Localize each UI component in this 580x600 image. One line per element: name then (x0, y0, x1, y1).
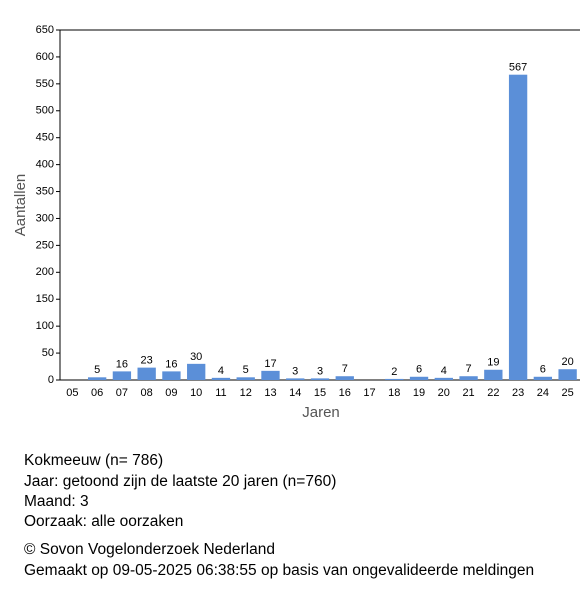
x-tick-label: 12 (240, 387, 252, 399)
bar (310, 378, 330, 380)
data-label: 16 (116, 358, 128, 370)
y-tick-label: 400 (36, 159, 54, 171)
data-label: 19 (487, 357, 499, 369)
y-tick-label: 550 (36, 78, 54, 90)
data-label: 3 (317, 365, 323, 377)
x-tick-label: 25 (561, 387, 573, 399)
x-tick-label: 20 (438, 387, 450, 399)
y-tick-label: 50 (42, 347, 54, 359)
bar (236, 377, 255, 380)
x-tick-label: 16 (339, 387, 351, 399)
y-tick-label: 500 (36, 105, 54, 117)
x-tick-label: 05 (66, 387, 78, 399)
y-tick-label: 100 (36, 320, 54, 332)
data-label: 567 (509, 62, 527, 74)
bar (137, 367, 156, 380)
bar (87, 377, 107, 380)
data-label: 4 (218, 365, 224, 377)
bar (187, 363, 206, 380)
footer-line: Maand: 3 (24, 493, 89, 510)
y-tick-label: 650 (36, 24, 54, 36)
bar (508, 74, 528, 380)
x-tick-label: 14 (289, 387, 301, 399)
x-tick-label: 08 (141, 387, 153, 399)
bar (459, 376, 478, 380)
y-tick-label: 200 (36, 266, 54, 278)
data-label: 20 (561, 356, 573, 368)
data-label: 5 (94, 364, 100, 376)
data-label: 5 (243, 364, 249, 376)
data-label: 3 (292, 365, 298, 377)
data-label: 4 (441, 365, 447, 377)
bar (335, 376, 354, 380)
x-tick-label: 13 (264, 387, 276, 399)
x-tick-label: 22 (487, 387, 499, 399)
x-tick-label: 24 (537, 387, 549, 399)
x-tick-label: 07 (116, 387, 128, 399)
bar (484, 369, 503, 380)
y-axis-title: Aantallen (12, 174, 29, 237)
y-tick-label: 450 (36, 132, 54, 144)
bar (434, 377, 453, 380)
chart: Jaren Aantallen 050100150200250300350400… (12, 24, 580, 421)
bar (409, 376, 429, 380)
bar (533, 376, 553, 380)
bar (162, 371, 181, 380)
x-axis-title: Jaren (302, 404, 340, 421)
x-tick-label: 17 (363, 387, 375, 399)
data-label: 6 (416, 364, 422, 376)
footer-line: Kokmeeuw (n= 786) (24, 452, 164, 469)
x-tick-label: 10 (190, 387, 202, 399)
data-label: 6 (540, 364, 546, 376)
footer-line: Oorzaak: alle oorzaken (24, 513, 184, 530)
x-tick-label: 06 (91, 387, 103, 399)
y-tick-label: 150 (36, 293, 54, 305)
bar (558, 369, 577, 380)
footer-line: Gemaakt op 09-05-2025 06:38:55 op basis … (24, 562, 535, 579)
data-label: 23 (141, 355, 153, 367)
y-tick-label: 600 (36, 51, 54, 63)
bar (261, 370, 280, 380)
data-label: 16 (165, 358, 177, 370)
x-tick-label: 23 (512, 387, 524, 399)
x-tick-label: 11 (215, 387, 226, 399)
y-tick-label: 250 (36, 239, 54, 251)
footer-line: Jaar: getoond zijn de laatste 20 jaren (… (24, 473, 337, 490)
data-label: 7 (342, 363, 348, 375)
bar (286, 378, 305, 380)
bar (385, 378, 404, 380)
data-label: 2 (391, 366, 397, 378)
x-tick-label: 18 (388, 387, 400, 399)
data-label: 17 (264, 358, 276, 370)
bar (211, 377, 231, 380)
x-tick-label: 21 (462, 387, 474, 399)
y-tick-label: 350 (36, 185, 54, 197)
x-tick-label: 19 (413, 387, 425, 399)
y-tick-label: 0 (48, 374, 54, 386)
data-label: 7 (466, 363, 472, 375)
x-tick-label: 09 (165, 387, 177, 399)
x-tick-label: 15 (314, 387, 326, 399)
footer-line: © Sovon Vogelonderzoek Nederland (24, 541, 275, 558)
data-label: 30 (190, 351, 202, 363)
bar (112, 371, 132, 380)
y-tick-label: 300 (36, 212, 54, 224)
